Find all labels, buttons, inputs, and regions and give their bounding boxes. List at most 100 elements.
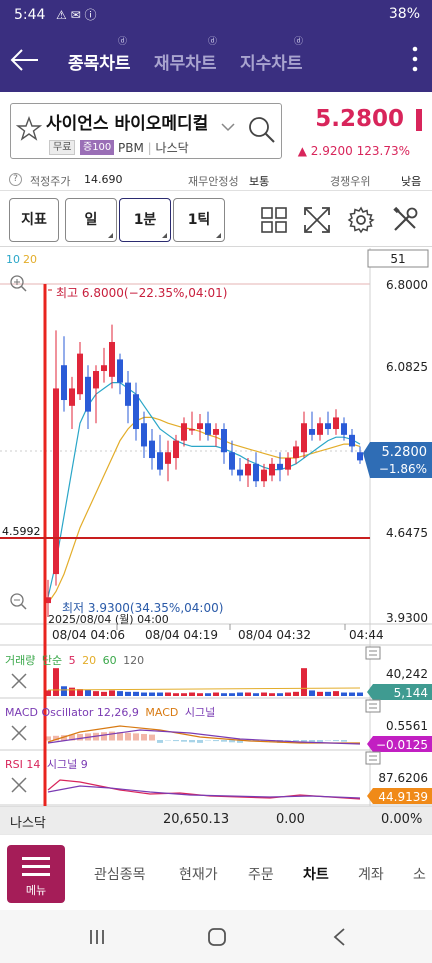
rsi-current-tag xyxy=(367,788,432,804)
macd-histogram-bar xyxy=(189,740,195,743)
tab-index-chart[interactable]: 지수차트 xyxy=(240,54,303,74)
menu-button[interactable]: 메뉴 xyxy=(7,845,65,903)
stability-label: 재무안정성 xyxy=(188,175,239,188)
close-icon[interactable] xyxy=(11,777,27,793)
more-options-icon[interactable] xyxy=(412,45,418,73)
volume-bar xyxy=(357,692,363,696)
candle xyxy=(357,452,363,461)
minute-button[interactable]: 1분 xyxy=(119,198,171,242)
nav-more[interactable]: 소 xyxy=(413,867,426,883)
candle xyxy=(301,423,307,453)
home-icon[interactable] xyxy=(206,926,228,948)
count-box[interactable] xyxy=(367,249,429,268)
candle xyxy=(253,463,259,482)
minute-label: 1분 xyxy=(133,212,157,228)
macd-histogram-bar xyxy=(317,740,323,743)
zoom-out-icon[interactable] xyxy=(10,593,27,610)
crosshair-price: 4.5992 xyxy=(2,525,41,538)
back-icon[interactable] xyxy=(330,927,350,947)
macd-histogram-bar xyxy=(77,734,83,741)
nav-account[interactable]: 계좌 xyxy=(358,867,384,883)
macd-signal-line xyxy=(47,729,361,745)
macd-histogram-bar xyxy=(341,740,347,742)
volume-bar xyxy=(149,692,155,696)
recent-apps-icon[interactable] xyxy=(87,927,107,947)
close-icon[interactable] xyxy=(11,725,27,741)
volume-bar xyxy=(53,668,59,696)
macd-histogram-bar xyxy=(293,740,299,742)
high-label: 최고 6.8000(−22.35%,04:01) xyxy=(56,286,227,300)
close-icon[interactable] xyxy=(11,673,27,689)
search-icon[interactable] xyxy=(248,116,276,144)
macd-histogram-bar xyxy=(309,740,315,743)
macd-histogram-bar xyxy=(253,740,259,742)
macd-histogram-bar xyxy=(53,735,59,741)
star-icon[interactable] xyxy=(16,116,42,142)
nav-chart[interactable]: 차트 xyxy=(303,867,329,883)
rsi-max: 87.6206 xyxy=(378,771,428,785)
candle xyxy=(317,423,323,435)
nav-current-price[interactable]: 현재가 xyxy=(179,867,218,883)
tab-stock-chart[interactable]: 종목차트 xyxy=(68,54,131,74)
volume-bar xyxy=(253,693,259,696)
panel-menu-icon[interactable] xyxy=(365,699,381,713)
volume-bar xyxy=(349,692,355,696)
macd-histogram-bar xyxy=(261,740,267,742)
day-button[interactable]: 일 xyxy=(65,198,117,242)
back-arrow-icon[interactable] xyxy=(10,48,40,72)
volume-bar xyxy=(277,693,283,696)
gear-icon[interactable] xyxy=(347,206,375,234)
nav-watchlist[interactable]: 관심종목 xyxy=(94,867,146,883)
nav-order[interactable]: 주문 xyxy=(248,867,274,883)
volume-bar xyxy=(85,689,91,696)
volume-bar xyxy=(197,693,203,696)
macd-histogram-bar xyxy=(205,740,211,741)
volume-bar xyxy=(69,687,75,696)
panel-menu-icon[interactable] xyxy=(365,646,381,660)
macd-histogram-bar xyxy=(325,740,331,741)
macd-histogram-bar xyxy=(45,736,51,741)
help-icon[interactable]: ? xyxy=(9,173,22,186)
candle xyxy=(293,446,299,459)
layout-grid-icon[interactable] xyxy=(260,206,288,234)
candle xyxy=(205,423,211,435)
candle xyxy=(173,440,179,459)
volume-bar xyxy=(333,691,339,696)
chevron-down-icon[interactable] xyxy=(221,122,235,132)
status-time: 5:44 xyxy=(14,7,46,23)
current-price: 5.2800 xyxy=(315,106,404,132)
macd-histogram-bar xyxy=(301,740,307,742)
expand-icon[interactable] xyxy=(303,206,331,234)
indicator-button[interactable]: 지표 xyxy=(9,198,59,242)
panel-menu-icon[interactable] xyxy=(365,751,381,765)
volume-bar xyxy=(213,692,219,696)
rsi-signal-line xyxy=(47,785,361,799)
volume-bar xyxy=(317,691,323,696)
tab-financial-chart[interactable]: 재무차트 xyxy=(154,54,217,74)
zoom-in-icon[interactable] xyxy=(10,275,27,292)
volume-bar xyxy=(309,690,315,696)
volume-bar xyxy=(245,692,251,696)
macd-histogram-bar xyxy=(285,740,291,741)
exchange: 나스닥 xyxy=(155,141,189,155)
market-index-row[interactable] xyxy=(0,806,432,834)
volume-ma-line xyxy=(47,687,361,691)
crosshair-date: 2025/08/04 (월) 04:00 xyxy=(48,613,169,626)
volume-bar xyxy=(341,692,347,696)
tools-icon[interactable] xyxy=(391,206,419,234)
macd-histogram-bar xyxy=(109,731,115,741)
tick-button[interactable]: 1틱 xyxy=(173,198,225,242)
macd-histogram-bar xyxy=(213,740,219,742)
ma10-legend: 10 xyxy=(6,253,20,266)
competition-value: 낮음 xyxy=(401,175,422,188)
macd-title: MACD Oscillator 12,26,9 MACD 시그널 xyxy=(5,706,215,719)
volume-bar xyxy=(285,692,291,696)
tab-marker-icon: ⓓ xyxy=(208,37,218,47)
stock-name[interactable]: 사이언스 바이오메디컬 xyxy=(46,114,209,134)
volume-bar xyxy=(189,692,195,696)
candle xyxy=(53,388,59,575)
volume-bar xyxy=(77,689,83,696)
price-change: ▲ 2.9200 123.73% xyxy=(297,144,410,158)
free-badge: 무료 xyxy=(49,140,76,155)
stock-chart[interactable]: 10 20 51 최고 6.8000(−22.35%,04:01) 최저 3.9… xyxy=(0,248,432,806)
